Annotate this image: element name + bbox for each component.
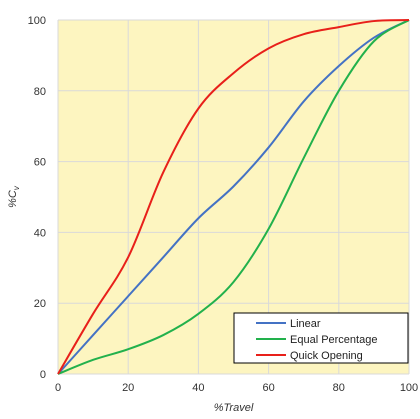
y-tick-label-100: 100 xyxy=(28,15,46,27)
x-tick-label-80: 80 xyxy=(333,382,345,394)
x-tick-label-0: 0 xyxy=(55,382,61,394)
series-line-equal-percentage xyxy=(57,19,410,375)
y-axis-title: %Cv xyxy=(7,185,21,208)
tick-labels: 0 20 40 60 80 100 0 20 40 60 80 100 xyxy=(28,15,419,394)
x-axis-title: %Travel xyxy=(214,402,254,414)
x-tick-label-20: 20 xyxy=(122,382,134,394)
y-tick-label-40: 40 xyxy=(34,227,46,239)
y-axis-title-main: %C xyxy=(7,190,19,208)
y-tick-label-20: 20 xyxy=(34,298,46,310)
series-line-quick-opening xyxy=(57,19,410,375)
y-axis-title-subscript: v xyxy=(12,185,21,190)
legend: Linear Equal Percentage Quick Opening xyxy=(233,312,409,364)
legend-label-equal-percentage: Equal Percentage xyxy=(290,334,377,346)
x-tick-label-100: 100 xyxy=(400,382,418,394)
x-tick-label-40: 40 xyxy=(192,382,204,394)
series-line-linear xyxy=(57,19,410,375)
legend-label-quick-opening: Quick Opening xyxy=(290,350,363,362)
y-tick-label-0: 0 xyxy=(40,369,46,381)
series-lines xyxy=(57,19,410,375)
x-tick-label-60: 60 xyxy=(262,382,274,394)
y-tick-label-60: 60 xyxy=(34,157,46,169)
legend-label-linear: Linear xyxy=(290,318,321,330)
y-tick-label-80: 80 xyxy=(34,86,46,98)
gridlines xyxy=(57,19,410,375)
